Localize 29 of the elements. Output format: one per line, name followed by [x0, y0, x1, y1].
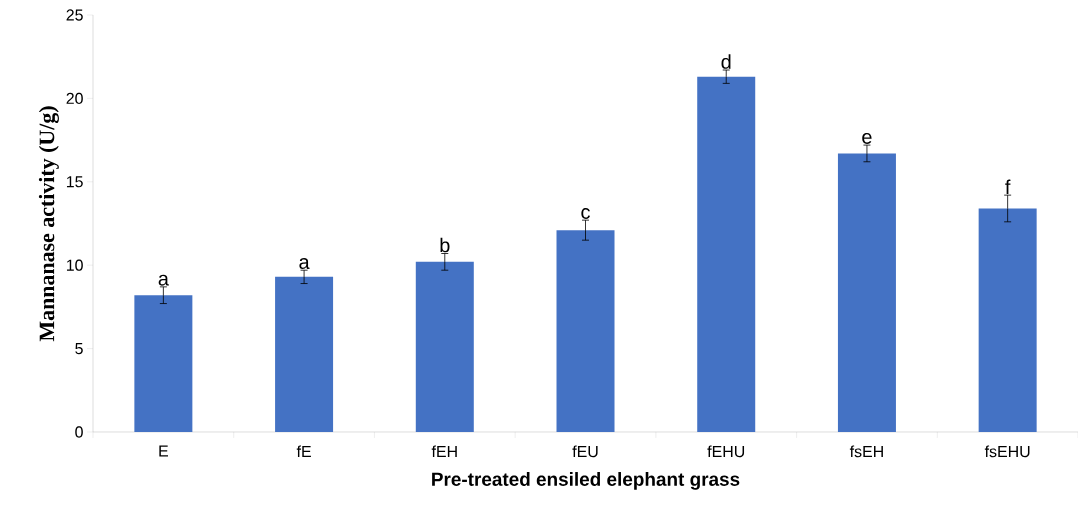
bar — [837, 153, 896, 432]
x-tick-label: fsEH — [849, 445, 883, 458]
bar — [978, 208, 1037, 432]
annotation: a — [299, 258, 310, 269]
x-tick-label: E — [159, 445, 169, 457]
annotation: e — [862, 132, 872, 144]
annotation: f — [1005, 179, 1011, 194]
x-tick-label: fEU — [572, 445, 598, 458]
bar — [415, 261, 474, 432]
y-axis-title: Mannanase activity (U/g) — [38, 106, 59, 342]
bar — [556, 230, 615, 432]
y-tick-label: 5 — [75, 343, 83, 355]
bar — [275, 276, 334, 432]
bar — [697, 76, 756, 432]
annotation: d — [721, 54, 731, 69]
y-tick-label: 15 — [66, 176, 83, 188]
y-tick-label: 10 — [66, 259, 83, 271]
bar — [134, 295, 193, 432]
y-tick-label: 0 — [75, 426, 83, 438]
annotation: a — [158, 274, 169, 286]
x-tick-label: fEH — [431, 445, 457, 458]
x-tick-label: fsEHU — [984, 445, 1030, 458]
y-tick-label: 25 — [66, 9, 83, 21]
annotation: c — [581, 208, 590, 219]
x-tick-label: fEHU — [707, 445, 745, 458]
y-tick-label: 20 — [66, 92, 83, 105]
x-tick-label: fE — [296, 445, 311, 458]
x-axis-title: Pre-treated ensiled elephant grass — [432, 472, 740, 490]
annotation: b — [440, 237, 450, 253]
